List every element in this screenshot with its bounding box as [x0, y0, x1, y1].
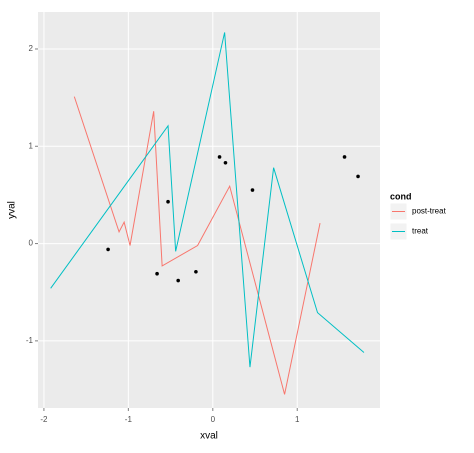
- panel: [38, 12, 380, 408]
- y-axis-title: yval: [7, 201, 18, 219]
- point: [217, 155, 222, 159]
- point: [342, 155, 347, 159]
- line: [73, 96, 321, 395]
- y-tick-label: 2: [29, 44, 34, 53]
- point: [155, 271, 159, 276]
- y-tick-label: 0: [29, 239, 34, 248]
- y-tick-label: 1: [29, 141, 34, 150]
- point: [176, 278, 180, 283]
- point: [250, 188, 255, 192]
- legend-label: treat: [412, 227, 429, 236]
- x-tick-label: -1: [125, 415, 133, 424]
- x-tick-label: 0: [211, 415, 216, 424]
- point: [194, 269, 198, 274]
- x-tick-label: -2: [40, 415, 48, 424]
- point: [166, 199, 170, 204]
- y-tick-label: -1: [26, 336, 34, 345]
- point: [106, 247, 110, 252]
- x-axis-title: xval: [200, 431, 218, 442]
- point: [223, 161, 228, 165]
- point: [356, 174, 360, 179]
- line: [50, 32, 365, 368]
- x-tick-label: 1: [295, 415, 300, 424]
- legend-label: post-treat: [412, 207, 447, 216]
- legend-title: cond: [390, 191, 412, 201]
